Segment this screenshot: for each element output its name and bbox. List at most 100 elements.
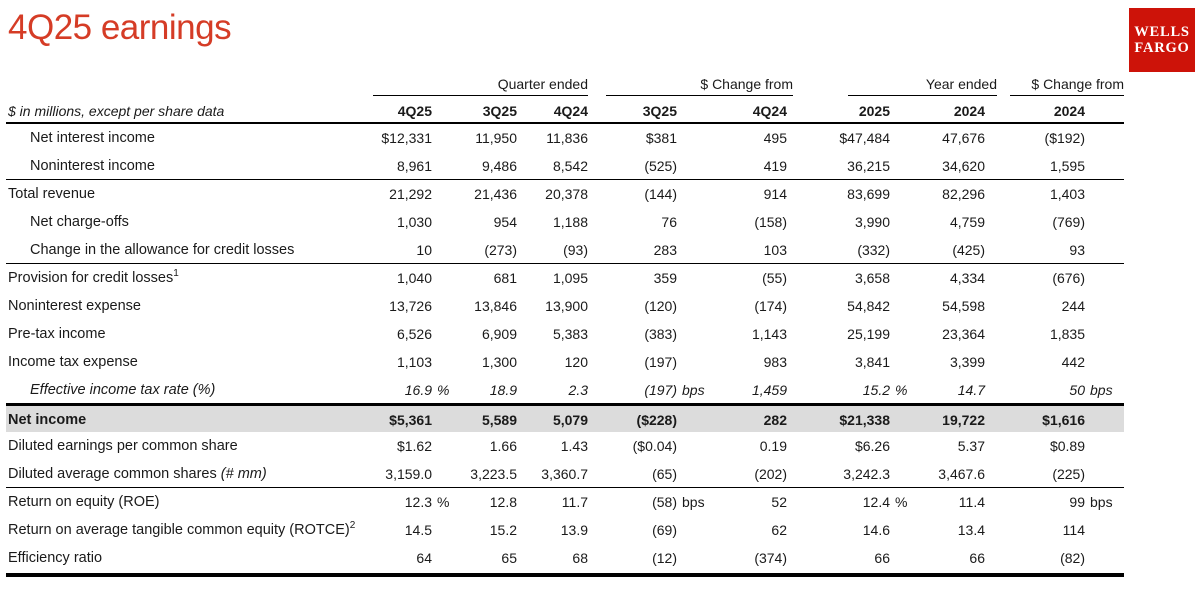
cell-value: 99 bbox=[1069, 494, 1085, 510]
cell-value: 66 bbox=[969, 550, 985, 566]
col-header-4q24: 4Q24 bbox=[553, 103, 588, 119]
cell-value: 114 bbox=[1062, 522, 1085, 538]
cell-value: 1,595 bbox=[1049, 158, 1085, 174]
cell-value: 3,467.6 bbox=[938, 466, 985, 482]
cell-value: 1,143 bbox=[751, 326, 787, 342]
row-label: Change in the allowance for credit losse… bbox=[30, 242, 295, 258]
table-row: Provision for credit losses1 1,040 681 1,09… bbox=[6, 264, 1124, 292]
table-row: Noninterest income 8,961 9,486 8,542 (525) 41… bbox=[6, 152, 1124, 180]
cell-value: 103 bbox=[763, 242, 787, 258]
wells-fargo-logo: WELLS FARGO bbox=[1129, 8, 1195, 72]
cell-value: $47,484 bbox=[839, 130, 890, 146]
cell-value: 11,836 bbox=[546, 130, 588, 146]
cell-value: 1,095 bbox=[552, 270, 588, 286]
cell-value: $5,361 bbox=[389, 412, 432, 428]
row-label: Net income bbox=[8, 412, 87, 428]
table-body: Net interest income $12,331 11,950 11,836 $3… bbox=[6, 124, 1124, 572]
table-row: Income tax expense 1,103 1,300 120 (197) 983 3… bbox=[6, 348, 1124, 376]
table-header: Quarter ended $ Change from Year ended $… bbox=[6, 74, 1124, 124]
cell-value: 5,383 bbox=[552, 326, 588, 342]
col-header-3q25: 3Q25 bbox=[482, 103, 517, 119]
cell-value: (425) bbox=[952, 242, 985, 258]
cell-value: 442 bbox=[1061, 354, 1085, 370]
unit-label: bps bbox=[682, 494, 705, 510]
cell-value: 65 bbox=[501, 550, 517, 566]
cell-value: 14.7 bbox=[957, 382, 985, 398]
cell-value: 18.9 bbox=[489, 382, 517, 398]
cell-value: (93) bbox=[563, 242, 588, 258]
cell-value: 3,360.7 bbox=[541, 466, 588, 482]
col-group-year-ended: Year ended bbox=[925, 76, 997, 92]
cell-value: (374) bbox=[754, 550, 787, 566]
row-label-suffix: (# mm) bbox=[216, 466, 267, 482]
cell-value: 914 bbox=[763, 186, 787, 202]
cell-value: (525) bbox=[644, 158, 677, 174]
cell-value: 12.8 bbox=[489, 494, 517, 510]
cell-value: $12,331 bbox=[381, 130, 432, 146]
col-header-chg-4q24: 4Q24 bbox=[752, 103, 787, 119]
cell-value: 8,961 bbox=[396, 158, 432, 174]
cell-value: 13.9 bbox=[560, 522, 588, 538]
cell-value: 419 bbox=[763, 158, 787, 174]
cell-value: 359 bbox=[653, 270, 677, 286]
table-bottom-rule bbox=[6, 573, 1124, 577]
unit-label: % bbox=[895, 494, 908, 510]
cell-value: 14.5 bbox=[404, 522, 432, 538]
row-label: Noninterest income bbox=[30, 158, 155, 174]
cell-value: 62 bbox=[771, 522, 787, 538]
cell-value: 5,589 bbox=[481, 412, 517, 428]
logo-text-line1: WELLS bbox=[1134, 24, 1190, 40]
unit-label: bps bbox=[1090, 494, 1113, 510]
cell-value: (120) bbox=[644, 298, 677, 314]
cell-value: 4,759 bbox=[949, 214, 985, 230]
cell-value: (332) bbox=[857, 242, 890, 258]
cell-value: 14.6 bbox=[862, 522, 890, 538]
cell-value: 244 bbox=[1061, 298, 1085, 314]
cell-value: (676) bbox=[1052, 270, 1085, 286]
cell-value: 681 bbox=[493, 270, 517, 286]
cell-value: (273) bbox=[484, 242, 517, 258]
cell-value: $6.26 bbox=[854, 438, 890, 454]
cell-value: 3,399 bbox=[949, 354, 985, 370]
unit-label: % bbox=[437, 382, 450, 398]
earnings-table: Quarter ended $ Change from Year ended $… bbox=[6, 74, 1124, 577]
cell-value: 3,223.5 bbox=[470, 466, 517, 482]
cell-value: 1,040 bbox=[396, 270, 432, 286]
cell-value: 1.43 bbox=[560, 438, 588, 454]
cell-value: (197) bbox=[644, 382, 677, 398]
cell-value: 1.66 bbox=[489, 438, 517, 454]
cell-value: (174) bbox=[754, 298, 787, 314]
cell-value: 20,378 bbox=[545, 186, 588, 202]
cell-value: 0.19 bbox=[759, 438, 787, 454]
table-row: Efficiency ratio 64 65 68 (12) (374) 66 66 (82) bbox=[6, 544, 1124, 572]
row-label: Noninterest expense bbox=[8, 298, 141, 314]
footnote-marker: 1 bbox=[173, 268, 179, 280]
cell-value: 1,103 bbox=[396, 354, 432, 370]
cell-value: ($0.04) bbox=[632, 438, 677, 454]
cell-value: 6,526 bbox=[396, 326, 432, 342]
cell-value: 47,676 bbox=[942, 130, 985, 146]
cell-value: 9,486 bbox=[481, 158, 517, 174]
cell-value: 19,722 bbox=[942, 412, 985, 428]
cell-value: 66 bbox=[874, 550, 890, 566]
cell-value: 1,188 bbox=[552, 214, 588, 230]
cell-value: 2.3 bbox=[568, 382, 588, 398]
row-label: Return on equity (ROE) bbox=[8, 494, 160, 510]
cell-value: 11.4 bbox=[958, 494, 985, 510]
cell-value: 76 bbox=[661, 214, 677, 230]
cell-value: 5,079 bbox=[552, 412, 588, 428]
unit-label: % bbox=[437, 494, 450, 510]
col-header-4q25: 4Q25 bbox=[397, 103, 432, 119]
cell-value: 16.9 bbox=[404, 382, 432, 398]
cell-value: 36,215 bbox=[847, 158, 890, 174]
cell-value: ($228) bbox=[636, 412, 677, 428]
cell-value: 120 bbox=[564, 354, 588, 370]
cell-value: 21,436 bbox=[474, 186, 517, 202]
row-label: Total revenue bbox=[8, 186, 96, 202]
group-underline bbox=[848, 95, 997, 96]
cell-value: 3,159.0 bbox=[385, 466, 432, 482]
page-title: 4Q25 earnings bbox=[8, 8, 232, 47]
cell-value: 4,334 bbox=[949, 270, 985, 286]
cell-value: 13.4 bbox=[957, 522, 985, 538]
table-row: Net charge-offs 1,030 954 1,188 76 (158) 3,990… bbox=[6, 208, 1124, 236]
